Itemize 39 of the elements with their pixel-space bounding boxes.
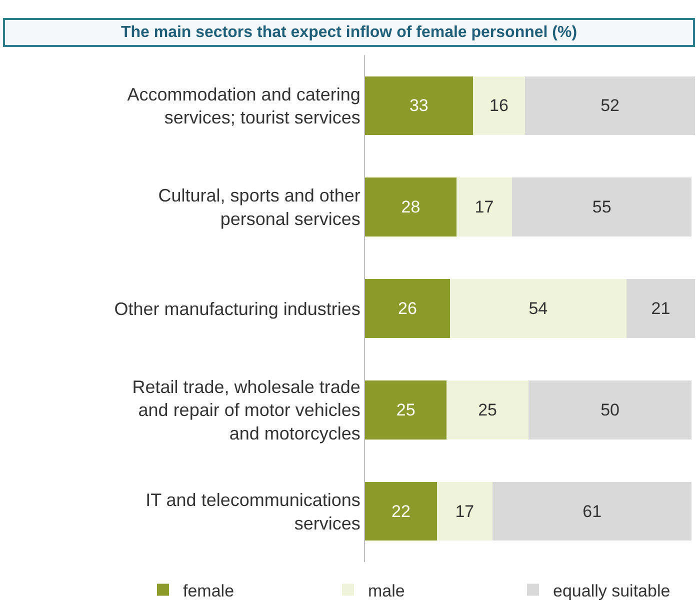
chart-title: The main sectors that expect inflow of female personnel (%)	[120, 24, 578, 41]
data-label: 25	[478, 400, 497, 420]
bar	[626, 279, 695, 338]
data-label: 33	[409, 96, 428, 116]
bar	[450, 279, 626, 338]
bar	[365, 279, 450, 338]
bar	[365, 178, 456, 237]
bar	[512, 178, 692, 237]
y-tick-label: Cultural, sports and other personal services	[158, 186, 360, 230]
data-label: 21	[651, 299, 670, 318]
data-label: 54	[528, 299, 548, 318]
bar	[365, 380, 447, 440]
data-label: 25	[396, 400, 416, 420]
data-label: 17	[455, 502, 474, 521]
legend-label: female	[183, 581, 234, 600]
y-tick-label: Accommodation and catering services; tourist services	[127, 84, 360, 128]
data-label: 16	[490, 96, 508, 116]
legend-label: equally suitable	[553, 581, 670, 600]
bar	[528, 380, 692, 440]
bar	[492, 482, 692, 541]
y-tick-label: Other manufacturing industries	[114, 298, 360, 319]
bar	[365, 76, 473, 136]
data-label: 50	[600, 400, 620, 420]
y-tick-label: Retail trade, wholesale trade and repair of motor vehicles and motorcycles	[132, 376, 360, 444]
data-label: 52	[600, 96, 620, 116]
legend-label: male	[368, 581, 405, 600]
data-label: 26	[398, 299, 417, 318]
y-tick-label: IT and telecommunications services	[146, 490, 360, 534]
bar	[446, 380, 528, 440]
bar	[365, 482, 437, 541]
data-label: 55	[592, 198, 612, 217]
bar	[525, 76, 695, 136]
data-label: 28	[401, 198, 420, 217]
bar	[456, 178, 512, 237]
bar	[472, 76, 526, 136]
data-label: 61	[582, 502, 602, 521]
data-label: 17	[474, 198, 494, 217]
bar	[436, 482, 492, 541]
data-label: 22	[391, 502, 410, 521]
